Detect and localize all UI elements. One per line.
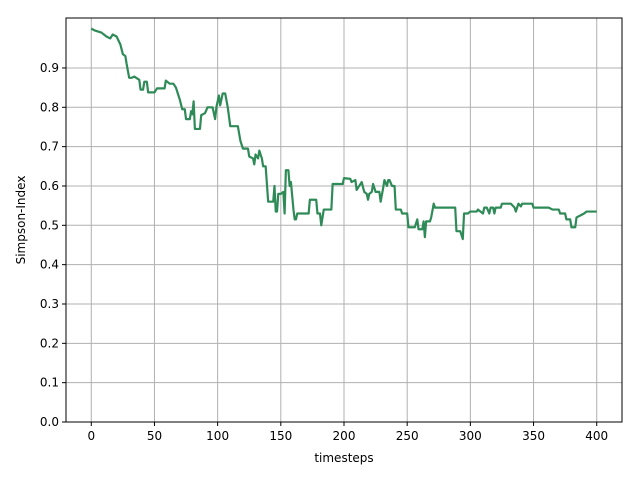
y-tick-label: 0.5 <box>40 218 59 232</box>
y-tick-label: 0.7 <box>40 140 59 154</box>
plot-frame <box>65 17 623 423</box>
x-tick-label: 300 <box>459 429 482 443</box>
y-tick-label: 0.6 <box>40 179 59 193</box>
x-axis-label: timesteps <box>314 451 373 465</box>
y-tick-label: 0.1 <box>40 376 59 390</box>
y-tick-label: 0.3 <box>40 297 59 311</box>
data-line <box>90 27 597 241</box>
y-tick-label: 0.4 <box>40 258 59 272</box>
x-tick-label: 200 <box>333 429 356 443</box>
y-tick-label: 0.9 <box>40 61 59 75</box>
x-tick-label: 50 <box>147 429 162 443</box>
y-axis-label: Simpson-Index <box>14 176 28 265</box>
x-tick-label: 250 <box>396 429 419 443</box>
x-tick-label: 400 <box>585 429 608 443</box>
y-tick-label: 0.8 <box>40 100 59 114</box>
x-tick-label: 150 <box>269 429 292 443</box>
x-tick-label: 0 <box>87 429 95 443</box>
x-tick-label: 100 <box>206 429 229 443</box>
y-tick-label: 0.2 <box>40 336 59 350</box>
y-tick-label: 0.0 <box>40 415 59 429</box>
x-tick-label: 350 <box>522 429 545 443</box>
